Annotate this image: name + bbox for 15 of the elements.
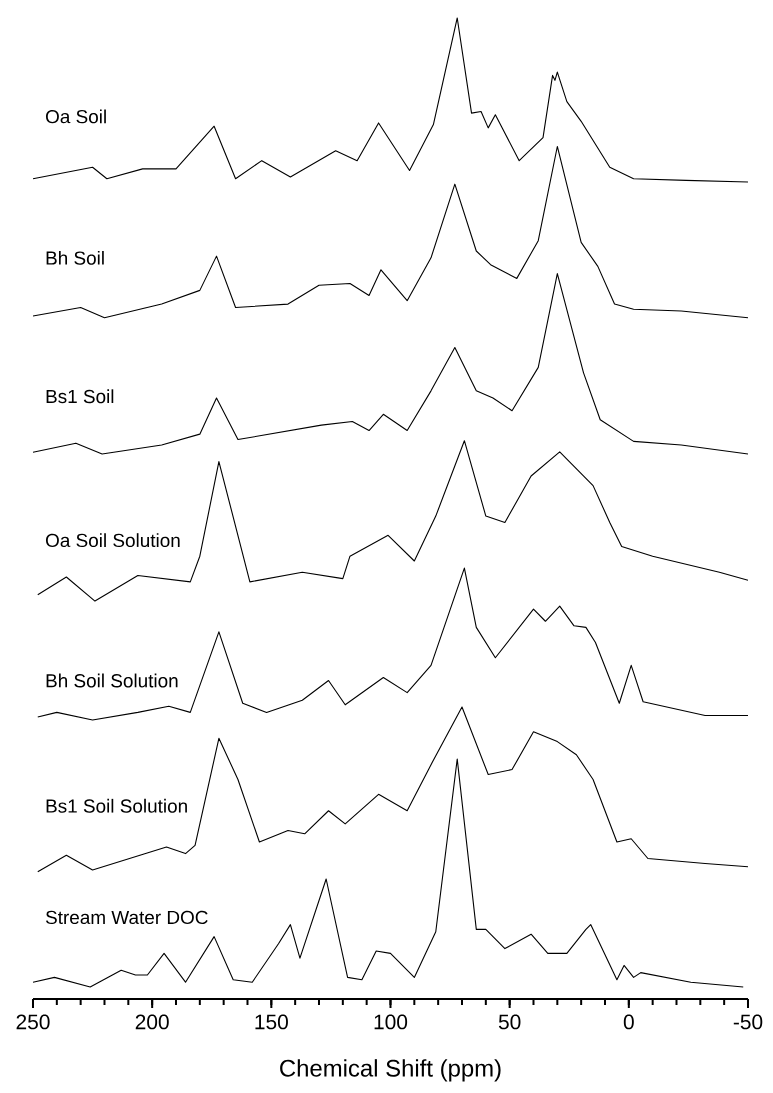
x-tick-label: 250	[16, 1014, 50, 1030]
x-tick-label: 200	[135, 1014, 169, 1030]
text: Bs1 Soil Solution	[46, 798, 187, 813]
text: Bh Soil Solution	[46, 673, 178, 688]
x-tick-label: 150	[255, 1014, 288, 1030]
x-axis-title: Chemical Shift (ppm)	[280, 1059, 501, 1082]
x-tick-label: 50	[498, 1014, 521, 1030]
text: Bh Soil	[46, 250, 104, 265]
x-tick-label: -50	[733, 1014, 763, 1030]
text: Stream Water DOC	[45, 910, 208, 925]
text: Bs1 Soil	[46, 389, 114, 404]
text: Oa Soil Solution	[45, 533, 180, 548]
text: Oa Soil	[45, 109, 106, 124]
x-tick-label: 0	[623, 1014, 634, 1030]
x-tick-label: 100	[374, 1014, 408, 1030]
